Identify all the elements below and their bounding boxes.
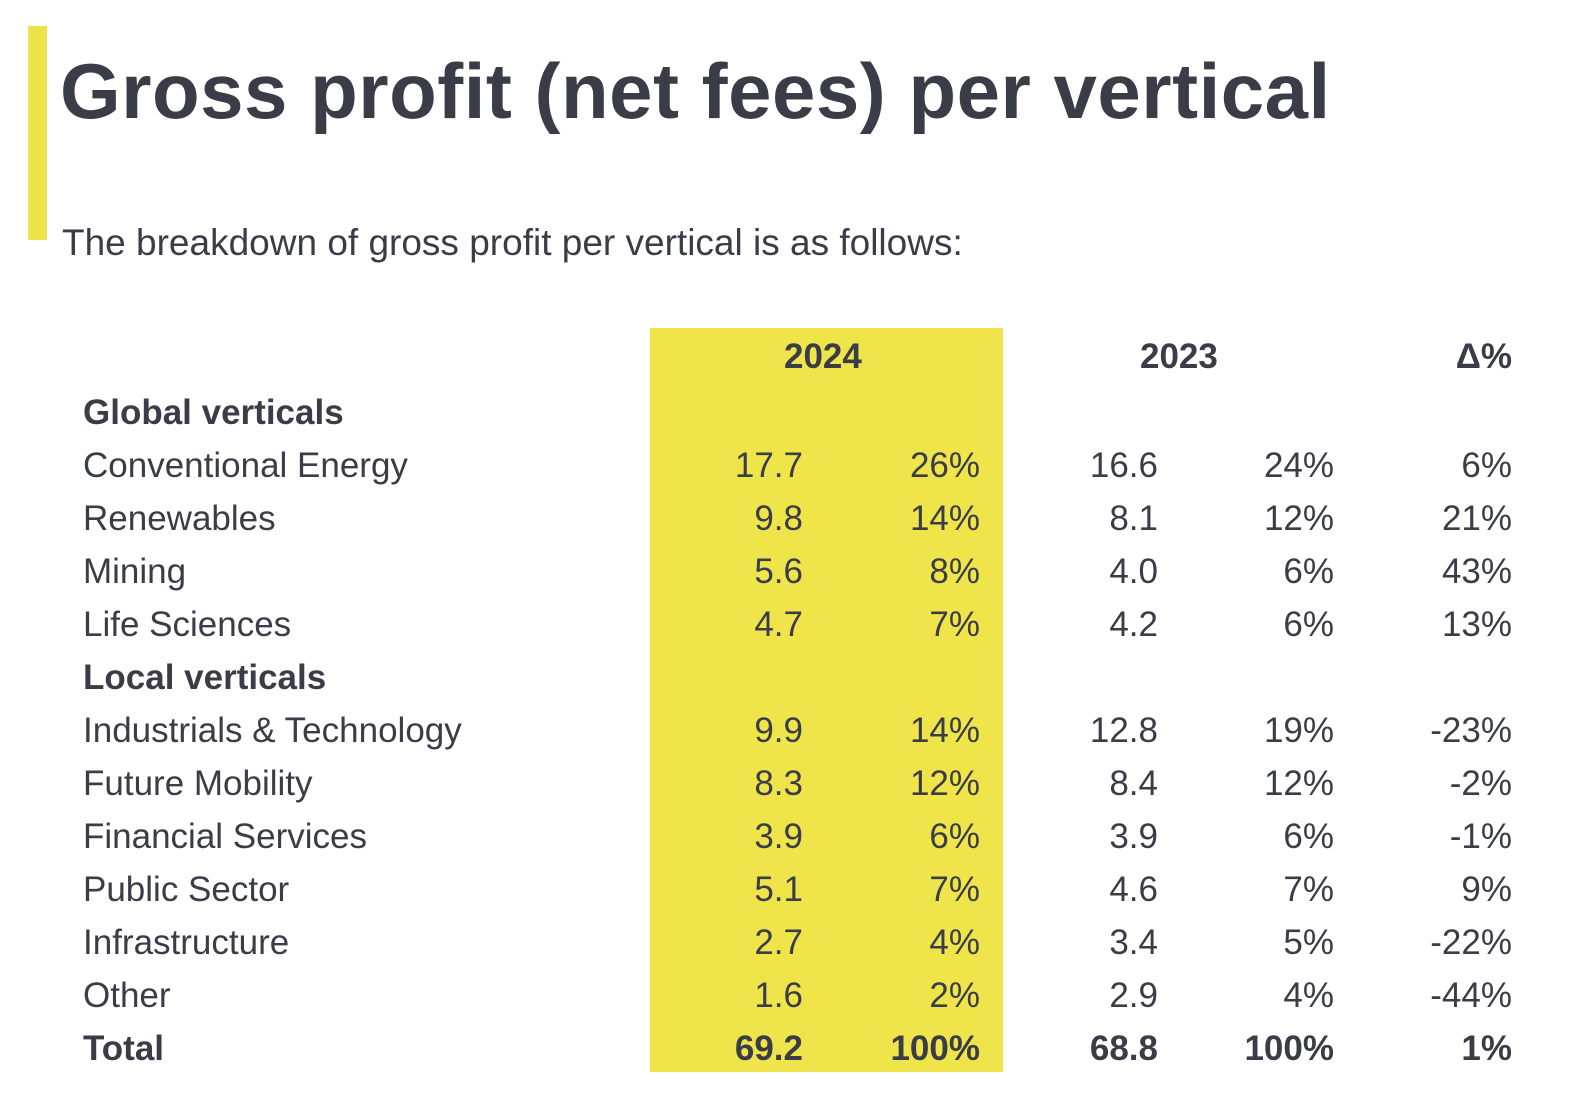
section-row: Global verticals [0, 386, 1588, 439]
value-2024: 5.6 [754, 552, 803, 591]
delta-percent: 43% [1441, 552, 1512, 591]
value-2024: 3.9 [754, 817, 803, 856]
delta-percent: -1% [1449, 817, 1512, 856]
table-row: Financial Services 3.9 6% 3.9 6% -1% [0, 810, 1588, 863]
share-2024: 6% [929, 817, 980, 856]
row-label: Renewables [83, 499, 276, 538]
value-2024: 2.7 [754, 923, 803, 962]
total-row: Total 69.2 100% 68.8 100% 1% [0, 1022, 1588, 1075]
delta-percent: 13% [1441, 605, 1512, 644]
share-2023: 5% [1283, 923, 1334, 962]
share-2023: 6% [1283, 605, 1334, 644]
row-label: Other [83, 976, 171, 1015]
value-2023: 4.0 [1109, 552, 1158, 591]
share-2024: 8% [929, 552, 980, 591]
delta-percent: 21% [1441, 499, 1512, 538]
row-label: Total [83, 1029, 165, 1068]
row-label: Industrials & Technology [83, 711, 462, 750]
share-2024: 26% [909, 446, 980, 485]
row-label: Financial Services [83, 817, 367, 856]
share-2024: 7% [929, 605, 980, 644]
delta-percent: -23% [1430, 711, 1512, 750]
delta-percent: -22% [1430, 923, 1512, 962]
value-2023: 2.9 [1109, 976, 1158, 1015]
row-label: Life Sciences [83, 605, 292, 644]
value-2024: 1.6 [754, 976, 803, 1015]
header-delta: Δ% [1455, 337, 1512, 376]
title-accent-bar [28, 26, 47, 240]
value-2024: 5.1 [754, 870, 803, 909]
value-2023: 4.6 [1109, 870, 1158, 909]
table-row: Public Sector 5.1 7% 4.6 7% 9% [0, 863, 1588, 916]
share-2024: 2% [929, 976, 980, 1015]
share-2023: 12% [1263, 764, 1334, 803]
value-2024: 4.7 [754, 605, 803, 644]
share-2024: 100% [890, 1029, 980, 1068]
row-label: Conventional Energy [83, 446, 408, 485]
share-2023: 100% [1244, 1029, 1334, 1068]
value-2023: 16.6 [1089, 446, 1158, 485]
row-label: Local verticals [83, 658, 327, 697]
value-2023: 8.1 [1109, 499, 1158, 538]
table-row: Life Sciences 4.7 7% 4.2 6% 13% [0, 598, 1588, 651]
share-2023: 6% [1283, 817, 1334, 856]
share-2024: 12% [909, 764, 980, 803]
share-2023: 12% [1263, 499, 1334, 538]
share-2023: 6% [1283, 552, 1334, 591]
table-row: Industrials & Technology 9.9 14% 12.8 19% -23… [0, 704, 1588, 757]
value-2023: 3.4 [1109, 923, 1158, 962]
value-2023: 3.9 [1109, 817, 1158, 856]
section-row: Local verticals [0, 651, 1588, 704]
row-label: Infrastructure [83, 923, 290, 962]
share-2024: 14% [909, 499, 980, 538]
delta-percent: 1% [1461, 1029, 1512, 1068]
share-2024: 4% [929, 923, 980, 962]
value-2024: 9.8 [754, 499, 803, 538]
table-row: Other 1.6 2% 2.9 4% -44% [0, 969, 1588, 1022]
page-subtitle: The breakdown of gross profit per vertic… [62, 222, 963, 263]
delta-percent: 9% [1461, 870, 1512, 909]
value-2023: 8.4 [1109, 764, 1158, 803]
share-2023: 4% [1283, 976, 1334, 1015]
share-2024: 14% [909, 711, 980, 750]
highlight-2024-column [650, 328, 1003, 1072]
page-title: Gross profit (net fees) per vertical [60, 47, 1331, 135]
row-label: Global verticals [83, 393, 344, 432]
table-row: Conventional Energy 17.7 26% 16.6 24% 6% [0, 439, 1588, 492]
row-label: Public Sector [83, 870, 290, 909]
header-2023: 2023 [1140, 337, 1218, 376]
table-row: Infrastructure 2.7 4% 3.4 5% -22% [0, 916, 1588, 969]
value-2024: 9.9 [754, 711, 803, 750]
value-2023: 68.8 [1089, 1029, 1158, 1068]
value-2024: 8.3 [754, 764, 803, 803]
value-2023: 12.8 [1089, 711, 1158, 750]
value-2024: 69.2 [734, 1029, 803, 1068]
row-label: Future Mobility [83, 764, 313, 803]
row-label: Mining [83, 552, 187, 591]
share-2023: 24% [1263, 446, 1334, 485]
table-row: Renewables 9.8 14% 8.1 12% 21% [0, 492, 1588, 545]
value-2023: 4.2 [1109, 605, 1158, 644]
delta-percent: 6% [1461, 446, 1512, 485]
share-2023: 7% [1283, 870, 1334, 909]
value-2024: 17.7 [734, 446, 803, 485]
table-row: Future Mobility 8.3 12% 8.4 12% -2% [0, 757, 1588, 810]
delta-percent: -44% [1430, 976, 1512, 1015]
table-row: Mining 5.6 8% 4.0 6% 43% [0, 545, 1588, 598]
header-2024: 2024 [784, 337, 862, 376]
share-2023: 19% [1263, 711, 1334, 750]
share-2024: 7% [929, 870, 980, 909]
delta-percent: -2% [1449, 764, 1512, 803]
